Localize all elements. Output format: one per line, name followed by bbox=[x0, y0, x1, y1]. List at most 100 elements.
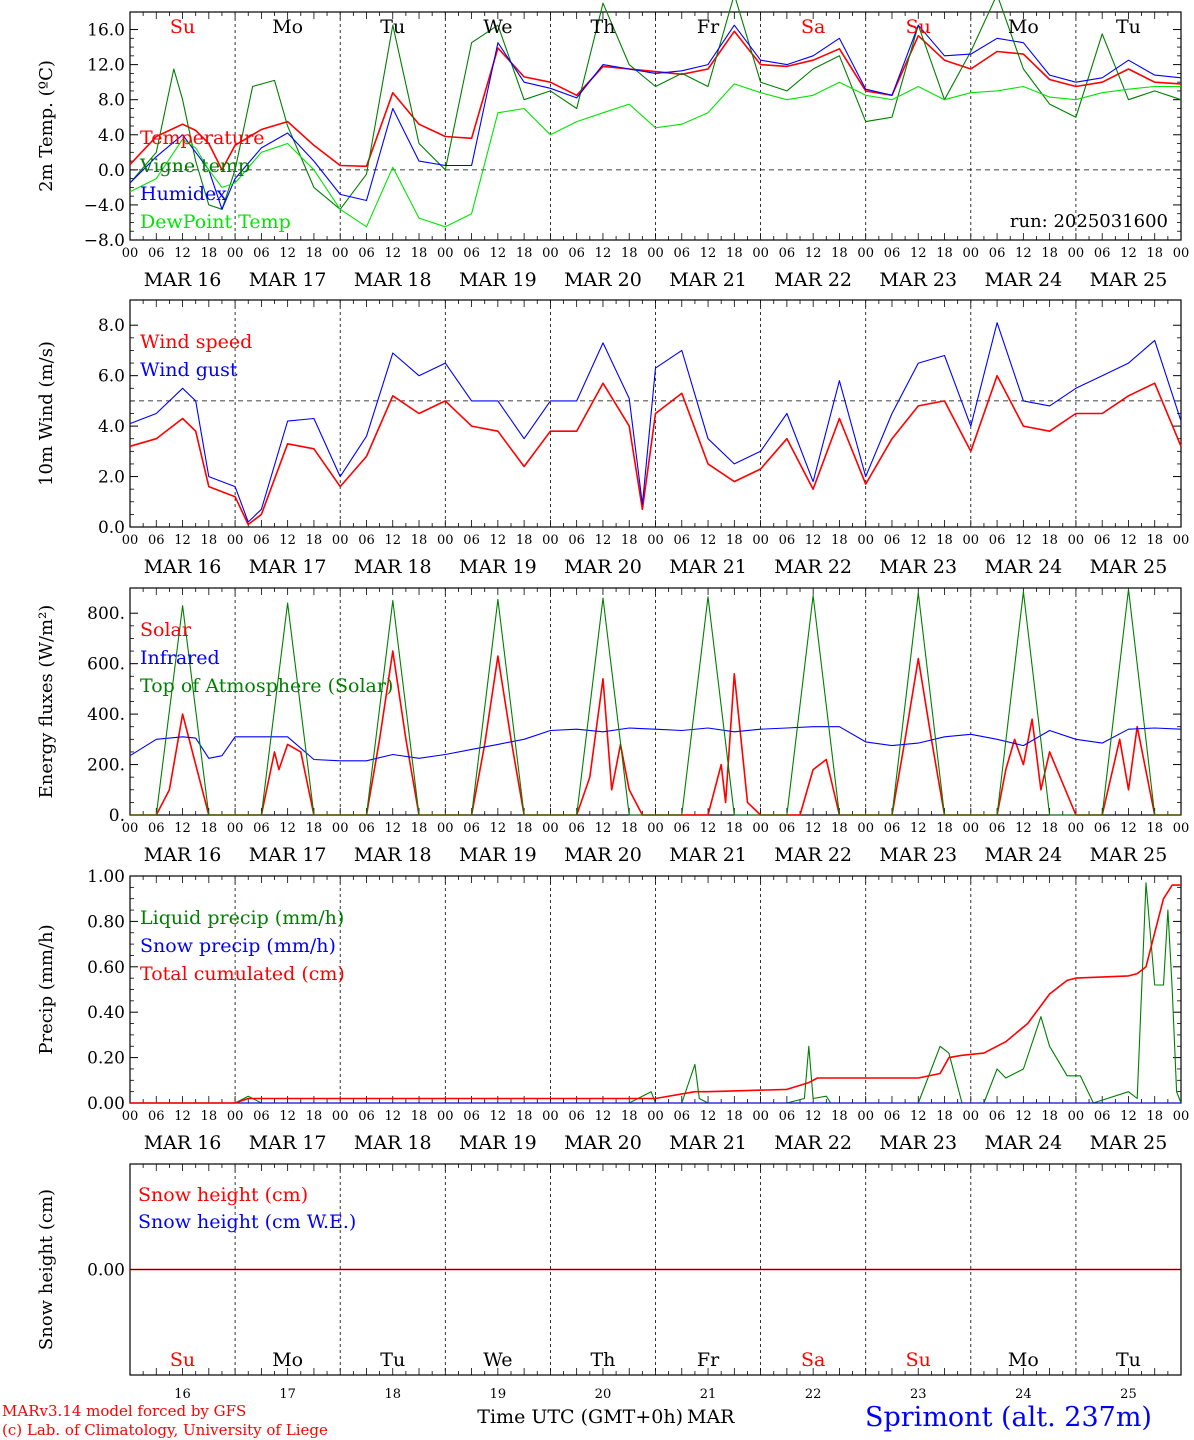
y-tick-label: −4.0 bbox=[84, 196, 125, 216]
x-hour-label: 06 bbox=[463, 1109, 480, 1124]
x-hour-label: 18 bbox=[516, 821, 533, 836]
x-hour-label: 06 bbox=[253, 246, 270, 261]
x-day-label: MAR 20 bbox=[564, 844, 642, 866]
y-axis-label-precip: Precip (mm/h) bbox=[36, 924, 57, 1054]
x-hour-label: 00 bbox=[332, 821, 349, 836]
x-hour-label: 18 bbox=[1146, 1109, 1163, 1124]
series-total-cumulated-cm- bbox=[130, 884, 1181, 1104]
x-hour-label: 12 bbox=[595, 533, 612, 548]
x-day-label: MAR 25 bbox=[1090, 269, 1168, 291]
x-day-label: MAR 19 bbox=[459, 844, 537, 866]
x-hour-label: 18 bbox=[1146, 246, 1163, 261]
x-hour-label: 18 bbox=[831, 1109, 848, 1124]
x-hour-label: 12 bbox=[174, 246, 191, 261]
legend-entry: Snow height (cm W.E.) bbox=[138, 1211, 356, 1233]
y-tick-label: 0.00 bbox=[87, 1094, 125, 1114]
weekday-label-bottom: Fr bbox=[697, 1349, 720, 1371]
x-day-label: MAR 23 bbox=[879, 1132, 957, 1154]
x-hour-label: 12 bbox=[805, 533, 822, 548]
x-hour-label: 18 bbox=[726, 533, 743, 548]
x-day-label: MAR 24 bbox=[984, 269, 1062, 291]
x-day-label: MAR 22 bbox=[774, 844, 852, 866]
y-tick-label: 0.40 bbox=[87, 1003, 125, 1023]
bottom-day-number: 23 bbox=[910, 1387, 927, 1402]
x-day-label: MAR 17 bbox=[249, 844, 327, 866]
footer-location: Sprimont (alt. 237m) bbox=[865, 1402, 1152, 1433]
bottom-day-number: 18 bbox=[384, 1387, 401, 1402]
x-day-label: MAR 23 bbox=[879, 269, 957, 291]
x-hour-label: 18 bbox=[306, 821, 323, 836]
x-hour-label: 18 bbox=[1146, 533, 1163, 548]
x-hour-label: 06 bbox=[884, 533, 901, 548]
y-tick-label: 0.80 bbox=[87, 912, 125, 932]
x-hour-label: 12 bbox=[1120, 821, 1137, 836]
weekday-label-top: Th bbox=[590, 16, 615, 38]
y-axis-label-snow: Snow height (cm) bbox=[36, 1189, 57, 1350]
y-axis-label-temperature: 2m Temp. (ºC) bbox=[36, 60, 57, 192]
x-hour-label: 00 bbox=[437, 246, 454, 261]
y-tick-label: 12.0 bbox=[87, 56, 125, 76]
x-hour-label: 06 bbox=[358, 1109, 375, 1124]
x-hour-label: 12 bbox=[595, 821, 612, 836]
y-tick-label: 8.0 bbox=[98, 316, 125, 336]
x-hour-label: 18 bbox=[306, 533, 323, 548]
legend-entry: Solar bbox=[140, 619, 192, 641]
legend-entry: Humidex bbox=[140, 183, 227, 205]
x-hour-label: 00 bbox=[1173, 1109, 1190, 1124]
x-hour-label: 00 bbox=[647, 533, 664, 548]
x-hour-label: 00 bbox=[332, 246, 349, 261]
x-hour-label: 00 bbox=[437, 533, 454, 548]
x-hour-label: 00 bbox=[1068, 533, 1085, 548]
x-hour-label: 12 bbox=[174, 821, 191, 836]
legend-entry: Vigne temp bbox=[139, 155, 250, 177]
x-hour-label: 18 bbox=[936, 821, 953, 836]
x-hour-label: 12 bbox=[910, 1109, 927, 1124]
x-day-label: MAR 23 bbox=[879, 844, 957, 866]
x-hour-label: 06 bbox=[148, 246, 165, 261]
x-hour-label: 12 bbox=[700, 821, 717, 836]
x-day-label: MAR 17 bbox=[249, 1132, 327, 1154]
x-hour-label: 12 bbox=[1015, 246, 1032, 261]
x-hour-label: 12 bbox=[490, 533, 507, 548]
legend-entry: Infrared bbox=[140, 647, 220, 669]
x-hour-label: 18 bbox=[726, 1109, 743, 1124]
x-hour-label: 18 bbox=[306, 1109, 323, 1124]
x-hour-label: 18 bbox=[831, 533, 848, 548]
bottom-day-number: 20 bbox=[595, 1387, 612, 1402]
x-day-label: MAR 19 bbox=[459, 269, 537, 291]
x-hour-label: 12 bbox=[1015, 821, 1032, 836]
x-hour-label: 00 bbox=[542, 533, 559, 548]
x-hour-label: 12 bbox=[174, 1109, 191, 1124]
x-hour-label: 06 bbox=[779, 1109, 796, 1124]
x-day-label: MAR 20 bbox=[564, 269, 642, 291]
legend-entry: Wind gust bbox=[140, 359, 238, 381]
x-hour-label: 12 bbox=[384, 821, 401, 836]
bottom-day-number: 21 bbox=[700, 1387, 717, 1402]
x-hour-label: 18 bbox=[516, 246, 533, 261]
x-hour-label: 12 bbox=[910, 821, 927, 836]
x-day-label: MAR 22 bbox=[774, 269, 852, 291]
x-hour-label: 00 bbox=[122, 1109, 139, 1124]
x-hour-label: 12 bbox=[384, 1109, 401, 1124]
bottom-day-number: 22 bbox=[805, 1387, 822, 1402]
x-day-label: MAR 24 bbox=[984, 1132, 1062, 1154]
x-hour-label: 12 bbox=[490, 1109, 507, 1124]
x-hour-label: 18 bbox=[1041, 533, 1058, 548]
x-hour-label: 18 bbox=[621, 821, 638, 836]
x-hour-label: 06 bbox=[1094, 1109, 1111, 1124]
x-hour-label: 00 bbox=[122, 821, 139, 836]
x-hour-label: 06 bbox=[1094, 246, 1111, 261]
x-day-label: MAR 20 bbox=[564, 1132, 642, 1154]
weekday-label-bottom: Mo bbox=[272, 1349, 303, 1371]
x-hour-label: 06 bbox=[674, 246, 691, 261]
x-hour-label: 12 bbox=[1120, 246, 1137, 261]
x-hour-label: 12 bbox=[279, 1109, 296, 1124]
x-hour-label: 06 bbox=[148, 821, 165, 836]
x-hour-label: 00 bbox=[963, 246, 980, 261]
x-day-label: MAR 25 bbox=[1090, 1132, 1168, 1154]
series-temperature bbox=[129, 30, 1182, 171]
y-tick-label: 400. bbox=[87, 705, 125, 725]
x-hour-label: 06 bbox=[884, 246, 901, 261]
x-hour-label: 06 bbox=[989, 533, 1006, 548]
x-hour-label: 12 bbox=[490, 821, 507, 836]
